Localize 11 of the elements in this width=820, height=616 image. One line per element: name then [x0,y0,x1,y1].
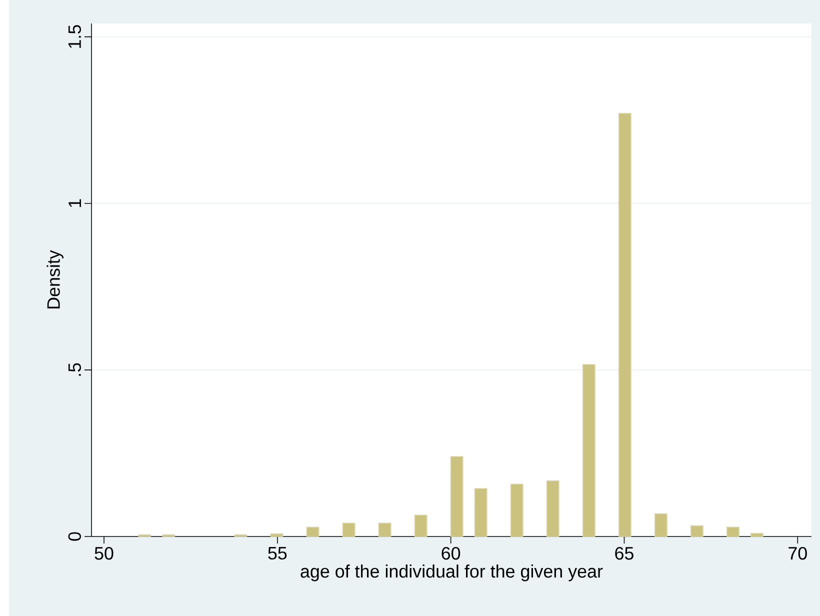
x-tick-label: 50 [94,546,114,560]
x-tick-label: 65 [615,546,634,560]
y-tick-label: 0 [68,532,81,541]
x-tick-label: 55 [268,546,287,560]
x-tick-label: 60 [442,546,460,560]
x-axis-title: age of the individual for the given year [300,564,603,582]
y-axis-title: Density [46,250,64,308]
y-tick-label: 1.5 [68,25,81,48]
y-tick-label: .5 [68,363,81,376]
y-tick-label: 1 [68,199,81,207]
x-tick-label: 70 [788,546,807,560]
